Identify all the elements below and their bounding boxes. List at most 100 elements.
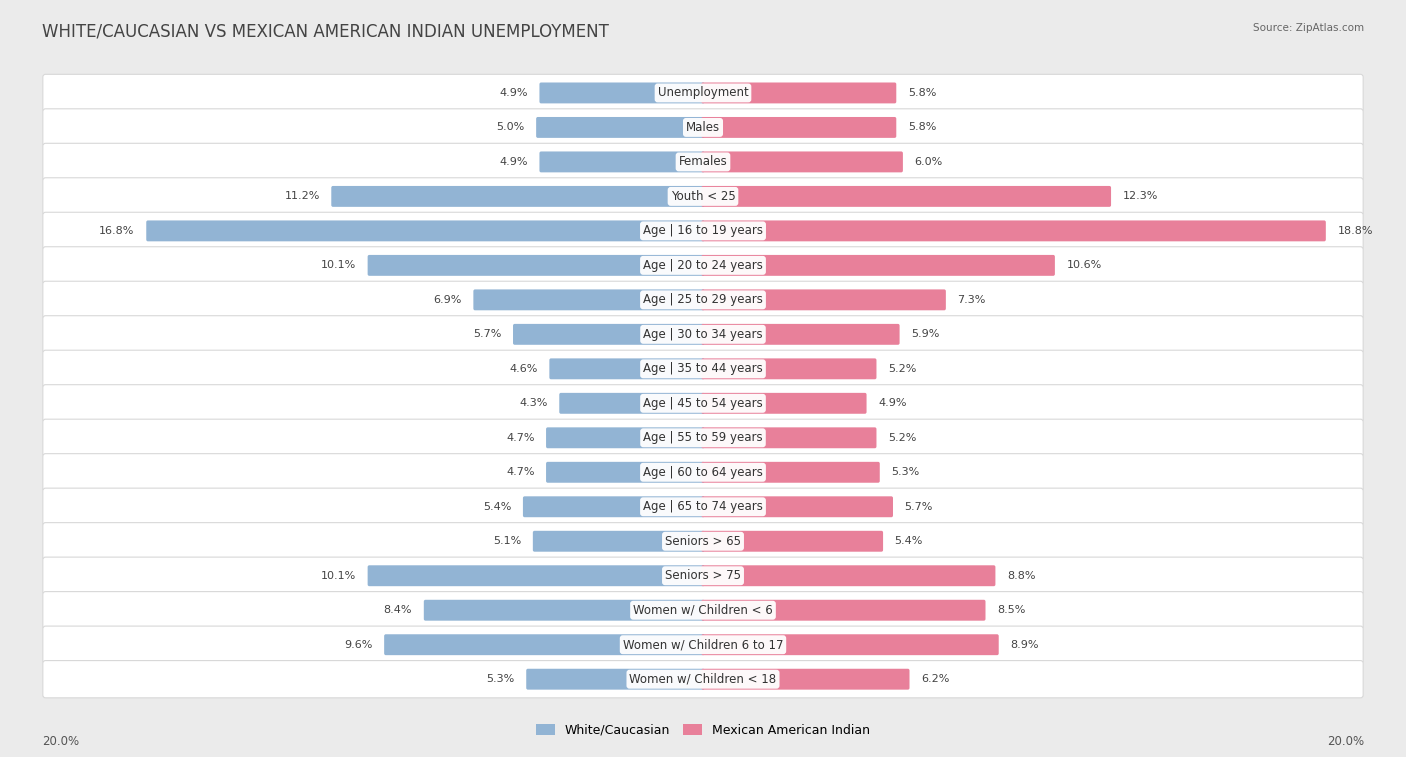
- Text: 5.8%: 5.8%: [908, 88, 936, 98]
- FancyBboxPatch shape: [42, 453, 1364, 491]
- Text: 5.4%: 5.4%: [484, 502, 512, 512]
- FancyBboxPatch shape: [702, 324, 900, 344]
- Text: 4.6%: 4.6%: [509, 364, 537, 374]
- Text: 5.3%: 5.3%: [486, 674, 515, 684]
- Text: 4.3%: 4.3%: [519, 398, 548, 408]
- Text: 5.7%: 5.7%: [904, 502, 934, 512]
- FancyBboxPatch shape: [42, 661, 1364, 698]
- FancyBboxPatch shape: [702, 531, 883, 552]
- Text: 5.0%: 5.0%: [496, 123, 524, 132]
- Text: Youth < 25: Youth < 25: [671, 190, 735, 203]
- Text: 5.8%: 5.8%: [908, 123, 936, 132]
- FancyBboxPatch shape: [42, 143, 1364, 180]
- Text: 10.6%: 10.6%: [1066, 260, 1102, 270]
- FancyBboxPatch shape: [702, 358, 876, 379]
- FancyBboxPatch shape: [384, 634, 704, 655]
- FancyBboxPatch shape: [702, 151, 903, 173]
- Text: 6.9%: 6.9%: [433, 295, 461, 305]
- FancyBboxPatch shape: [702, 83, 896, 104]
- FancyBboxPatch shape: [540, 83, 704, 104]
- Text: Women w/ Children < 18: Women w/ Children < 18: [630, 673, 776, 686]
- Text: 18.8%: 18.8%: [1337, 226, 1372, 236]
- Text: Women w/ Children < 6: Women w/ Children < 6: [633, 604, 773, 617]
- Text: Age | 25 to 29 years: Age | 25 to 29 years: [643, 294, 763, 307]
- Text: 20.0%: 20.0%: [42, 735, 79, 748]
- FancyBboxPatch shape: [546, 462, 704, 483]
- Text: 6.2%: 6.2%: [921, 674, 949, 684]
- FancyBboxPatch shape: [367, 565, 704, 586]
- Text: 8.4%: 8.4%: [384, 606, 412, 615]
- Text: 9.6%: 9.6%: [344, 640, 373, 650]
- Text: Age | 20 to 24 years: Age | 20 to 24 years: [643, 259, 763, 272]
- Text: 20.0%: 20.0%: [1327, 735, 1364, 748]
- Text: 8.9%: 8.9%: [1011, 640, 1039, 650]
- Text: Source: ZipAtlas.com: Source: ZipAtlas.com: [1253, 23, 1364, 33]
- Text: 4.9%: 4.9%: [879, 398, 907, 408]
- Text: WHITE/CAUCASIAN VS MEXICAN AMERICAN INDIAN UNEMPLOYMENT: WHITE/CAUCASIAN VS MEXICAN AMERICAN INDI…: [42, 23, 609, 41]
- FancyBboxPatch shape: [533, 531, 704, 552]
- FancyBboxPatch shape: [523, 497, 704, 517]
- FancyBboxPatch shape: [702, 600, 986, 621]
- Text: 10.1%: 10.1%: [321, 571, 356, 581]
- Text: Females: Females: [679, 155, 727, 168]
- Text: 12.3%: 12.3%: [1122, 192, 1159, 201]
- FancyBboxPatch shape: [550, 358, 704, 379]
- Text: 5.1%: 5.1%: [494, 536, 522, 547]
- Legend: White/Caucasian, Mexican American Indian: White/Caucasian, Mexican American Indian: [531, 718, 875, 742]
- FancyBboxPatch shape: [42, 350, 1364, 388]
- FancyBboxPatch shape: [702, 393, 866, 414]
- Text: 8.8%: 8.8%: [1007, 571, 1035, 581]
- Text: 5.3%: 5.3%: [891, 467, 920, 477]
- Text: Unemployment: Unemployment: [658, 86, 748, 99]
- FancyBboxPatch shape: [702, 565, 995, 586]
- FancyBboxPatch shape: [42, 178, 1364, 215]
- FancyBboxPatch shape: [42, 74, 1364, 111]
- Text: 10.1%: 10.1%: [321, 260, 356, 270]
- FancyBboxPatch shape: [42, 522, 1364, 560]
- FancyBboxPatch shape: [367, 255, 704, 276]
- FancyBboxPatch shape: [560, 393, 704, 414]
- FancyBboxPatch shape: [536, 117, 704, 138]
- FancyBboxPatch shape: [42, 316, 1364, 353]
- Text: 16.8%: 16.8%: [100, 226, 135, 236]
- FancyBboxPatch shape: [42, 592, 1364, 629]
- FancyBboxPatch shape: [702, 186, 1111, 207]
- FancyBboxPatch shape: [540, 151, 704, 173]
- FancyBboxPatch shape: [423, 600, 704, 621]
- FancyBboxPatch shape: [42, 282, 1364, 319]
- Text: Seniors > 65: Seniors > 65: [665, 534, 741, 548]
- Text: Males: Males: [686, 121, 720, 134]
- FancyBboxPatch shape: [42, 212, 1364, 250]
- Text: 5.7%: 5.7%: [472, 329, 502, 339]
- FancyBboxPatch shape: [474, 289, 704, 310]
- Text: 8.5%: 8.5%: [997, 606, 1025, 615]
- FancyBboxPatch shape: [146, 220, 704, 241]
- Text: 5.2%: 5.2%: [889, 433, 917, 443]
- FancyBboxPatch shape: [702, 634, 998, 655]
- FancyBboxPatch shape: [42, 557, 1364, 594]
- FancyBboxPatch shape: [42, 626, 1364, 663]
- FancyBboxPatch shape: [42, 109, 1364, 146]
- Text: Age | 60 to 64 years: Age | 60 to 64 years: [643, 466, 763, 478]
- Text: Women w/ Children 6 to 17: Women w/ Children 6 to 17: [623, 638, 783, 651]
- FancyBboxPatch shape: [546, 428, 704, 448]
- FancyBboxPatch shape: [42, 385, 1364, 422]
- Text: 4.7%: 4.7%: [506, 467, 534, 477]
- Text: 6.0%: 6.0%: [914, 157, 942, 167]
- FancyBboxPatch shape: [42, 488, 1364, 525]
- Text: 4.9%: 4.9%: [499, 88, 527, 98]
- FancyBboxPatch shape: [332, 186, 704, 207]
- Text: 7.3%: 7.3%: [957, 295, 986, 305]
- FancyBboxPatch shape: [702, 462, 880, 483]
- Text: Age | 16 to 19 years: Age | 16 to 19 years: [643, 224, 763, 238]
- FancyBboxPatch shape: [702, 668, 910, 690]
- FancyBboxPatch shape: [42, 419, 1364, 456]
- FancyBboxPatch shape: [702, 289, 946, 310]
- FancyBboxPatch shape: [702, 428, 876, 448]
- FancyBboxPatch shape: [702, 497, 893, 517]
- Text: 4.7%: 4.7%: [506, 433, 534, 443]
- FancyBboxPatch shape: [513, 324, 704, 344]
- Text: Age | 45 to 54 years: Age | 45 to 54 years: [643, 397, 763, 410]
- Text: Age | 55 to 59 years: Age | 55 to 59 years: [643, 431, 763, 444]
- Text: 5.9%: 5.9%: [911, 329, 939, 339]
